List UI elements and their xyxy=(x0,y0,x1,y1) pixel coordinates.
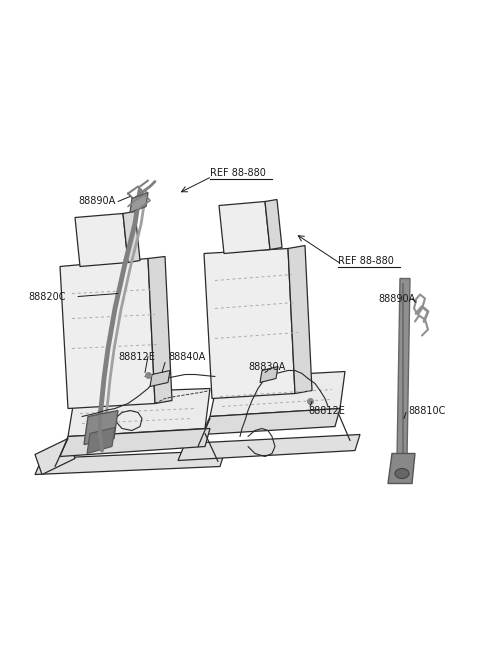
Text: REF 88-880: REF 88-880 xyxy=(338,256,394,267)
Polygon shape xyxy=(260,367,278,382)
Polygon shape xyxy=(148,256,172,403)
Polygon shape xyxy=(35,451,225,474)
Polygon shape xyxy=(265,200,282,250)
Text: 88890A: 88890A xyxy=(78,196,115,206)
Polygon shape xyxy=(204,248,295,399)
Text: 88820C: 88820C xyxy=(28,292,65,302)
Polygon shape xyxy=(84,411,118,445)
Polygon shape xyxy=(150,371,170,386)
Text: 88810C: 88810C xyxy=(408,407,445,417)
Polygon shape xyxy=(397,279,410,459)
Polygon shape xyxy=(60,428,210,457)
Polygon shape xyxy=(178,434,360,461)
Polygon shape xyxy=(123,212,140,263)
Text: 88812E: 88812E xyxy=(118,351,155,361)
Polygon shape xyxy=(219,202,270,254)
Text: REF 88-880: REF 88-880 xyxy=(210,168,266,179)
Polygon shape xyxy=(68,388,210,436)
Polygon shape xyxy=(210,371,345,417)
Polygon shape xyxy=(288,246,312,394)
Text: 88840A: 88840A xyxy=(168,351,205,361)
Text: 88830A: 88830A xyxy=(248,361,285,371)
Text: 88890A: 88890A xyxy=(378,294,415,304)
Polygon shape xyxy=(388,453,415,484)
Polygon shape xyxy=(35,438,75,474)
Polygon shape xyxy=(130,193,148,212)
Text: 88812E: 88812E xyxy=(308,407,345,417)
Polygon shape xyxy=(87,428,115,453)
Polygon shape xyxy=(202,409,340,434)
Ellipse shape xyxy=(395,468,409,478)
Polygon shape xyxy=(75,214,128,267)
Polygon shape xyxy=(60,258,155,409)
